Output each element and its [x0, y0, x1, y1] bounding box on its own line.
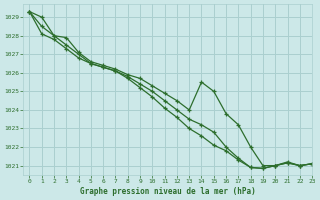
- X-axis label: Graphe pression niveau de la mer (hPa): Graphe pression niveau de la mer (hPa): [80, 187, 256, 196]
